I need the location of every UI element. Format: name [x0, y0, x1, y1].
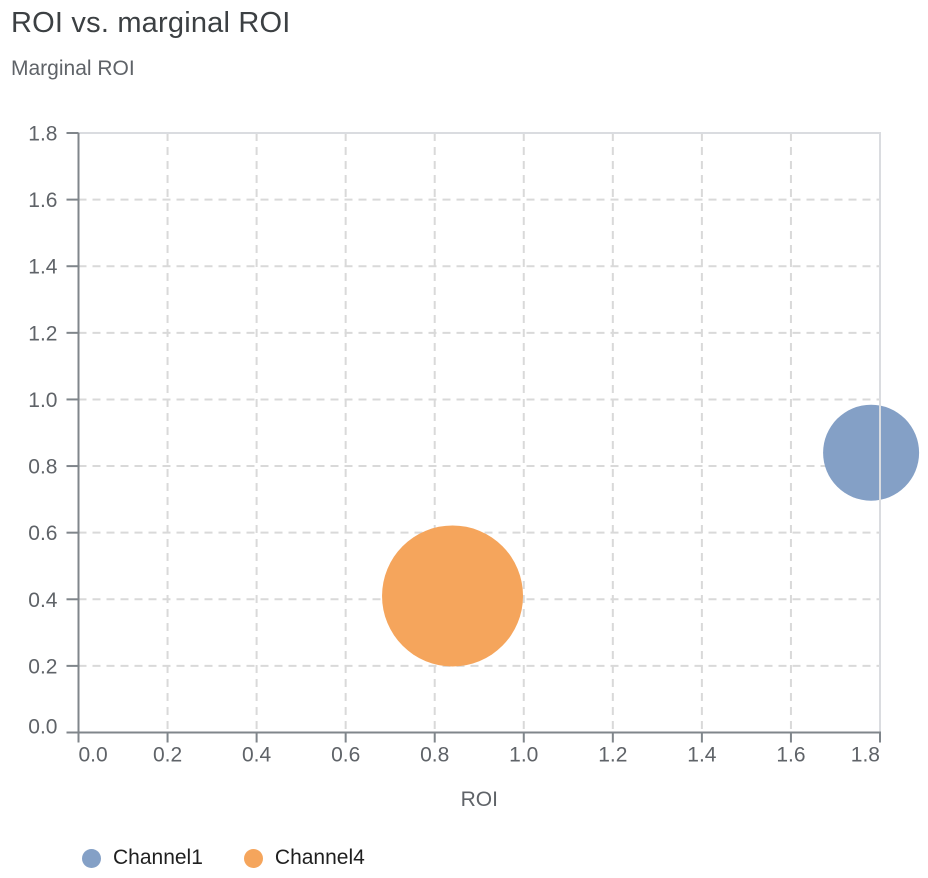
- x-tick-label-0.2: 0.2: [153, 744, 182, 767]
- y-tick-label-0.0: 0.0: [28, 716, 57, 739]
- x-axis-title: ROI: [461, 788, 498, 811]
- x-tick-label-1.2: 1.2: [598, 744, 627, 767]
- legend-label-channel4: Channel4: [274, 846, 365, 869]
- legend-label-channel1: Channel1: [113, 846, 203, 869]
- chart-title: ROI vs. marginal ROI: [11, 7, 291, 39]
- legend-swatch-channel4-icon: [243, 848, 263, 868]
- y-tick-label-0.4: 0.4: [28, 589, 58, 612]
- chart-legend: Channel1 Channel4: [82, 847, 365, 869]
- x-tick-label-0.6: 0.6: [331, 744, 360, 767]
- legend-swatch-channel1-icon: [82, 848, 101, 868]
- x-tick-label-1.6: 1.6: [776, 744, 805, 767]
- y-tick-label-0.2: 0.2: [28, 655, 57, 678]
- legend-item-channel4[interactable]: Channel4: [243, 846, 365, 869]
- bubble-channel4[interactable]: [382, 525, 524, 667]
- x-tick-label-0.8: 0.8: [420, 744, 449, 767]
- y-tick-label-1.2: 1.2: [28, 322, 57, 345]
- bubble-channel1[interactable]: [823, 404, 920, 501]
- y-tick-label-0.6: 0.6: [28, 522, 57, 545]
- legend-item-channel1[interactable]: Channel1: [82, 847, 203, 869]
- y-tick-label-1.8: 1.8: [28, 123, 57, 146]
- x-tick-label-0.0: 0.0: [79, 744, 108, 767]
- y-tick-label-1.4: 1.4: [28, 256, 58, 279]
- y-axis-title: Marginal ROI: [11, 57, 135, 80]
- y-tick-label-1.0: 1.0: [28, 389, 57, 412]
- x-tick-label-1.8: 1.8: [851, 744, 880, 767]
- y-tick-label-0.8: 0.8: [28, 456, 57, 479]
- x-tick-label-1.0: 1.0: [509, 744, 538, 767]
- x-tick-label-0.4: 0.4: [242, 744, 272, 767]
- y-tick-label-1.6: 1.6: [28, 189, 57, 212]
- x-tick-label-1.4: 1.4: [687, 744, 717, 767]
